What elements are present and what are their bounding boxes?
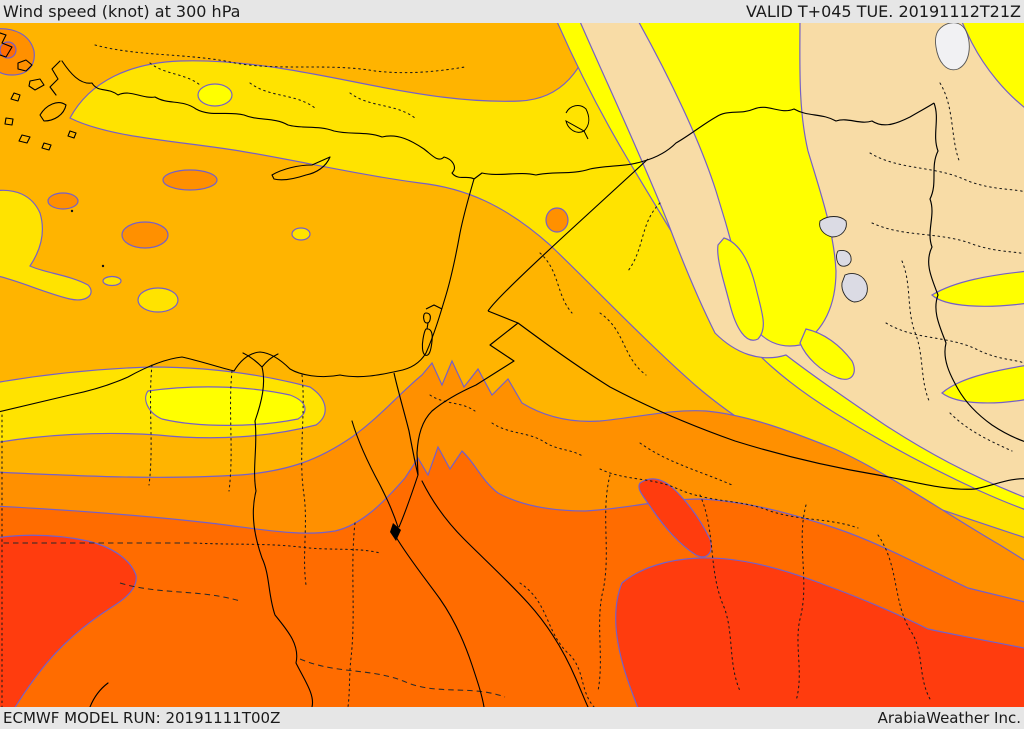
page-title: Wind speed (knot) at 300 hPa bbox=[3, 2, 241, 21]
band-yellow-core-egypt bbox=[145, 386, 306, 426]
band-dark-orange-corner-dot bbox=[0, 41, 17, 59]
admin-line bbox=[149, 62, 416, 119]
band-white-pocket bbox=[934, 23, 970, 71]
band-orange-blob-1 bbox=[47, 192, 79, 210]
band-orange-blob-syria bbox=[545, 207, 569, 233]
lake-middle bbox=[836, 250, 852, 267]
footer-bar: ECMWF MODEL RUN: 20191111T00Z ArabiaWeat… bbox=[0, 707, 1024, 729]
title-bar: Wind speed (knot) at 300 hPa VALID T+045… bbox=[0, 0, 1024, 23]
admin-line bbox=[94, 44, 466, 74]
lake-tuz-outline bbox=[565, 105, 590, 140]
admin-line bbox=[869, 82, 1024, 193]
wind-speed-map bbox=[0, 23, 1024, 707]
band-red-southwest bbox=[0, 534, 137, 707]
admin-line bbox=[429, 394, 585, 458]
admin-line bbox=[597, 474, 741, 692]
border-jordan-saudi bbox=[416, 310, 519, 476]
border-egypt-israel bbox=[393, 372, 419, 476]
border-iraq-saudi bbox=[517, 322, 1024, 490]
band-orange-blob-2 bbox=[121, 221, 169, 249]
lake-urmia bbox=[841, 273, 868, 303]
admin-line bbox=[519, 442, 733, 707]
dashed-boundary bbox=[119, 582, 506, 698]
border-syria-iraq bbox=[487, 158, 649, 312]
map-dot bbox=[70, 209, 74, 213]
valid-time-label: VALID T+045 TUE. 20191112T21Z bbox=[745, 2, 1021, 21]
band-yellow-pocket-turkey bbox=[197, 83, 233, 107]
border-iraq-iran bbox=[928, 102, 1024, 442]
coastline-red-sea-east bbox=[421, 480, 589, 707]
coastline-turkey-levant-egypt bbox=[0, 60, 475, 413]
band-gold-blob-south-crete bbox=[137, 287, 179, 313]
island-crete bbox=[39, 102, 67, 122]
admin-line bbox=[871, 222, 1024, 364]
admin-line bbox=[1, 414, 356, 707]
band-yellow-corner-wedge bbox=[961, 23, 1024, 108]
admin-line bbox=[148, 364, 307, 586]
admin-line bbox=[901, 260, 1013, 452]
model-run-label: ECMWF MODEL RUN: 20191111T00Z bbox=[3, 709, 281, 727]
coastlines bbox=[0, 32, 589, 707]
band-red-sliver bbox=[638, 478, 712, 558]
sea-of-galilee-dead-sea bbox=[421, 312, 433, 356]
island-cyprus bbox=[271, 156, 331, 181]
border-israel-north bbox=[425, 304, 443, 310]
band-red-southeast bbox=[615, 557, 1024, 707]
band-yellow-tongue-right-1 bbox=[931, 270, 1024, 307]
band-yellow-finger-b bbox=[799, 328, 855, 380]
admin-line bbox=[539, 202, 661, 376]
lake-van bbox=[819, 216, 847, 238]
band-yellow-tongue-right-2 bbox=[941, 365, 1024, 404]
coastline-aegean-fragments bbox=[0, 32, 61, 96]
admin-line bbox=[795, 504, 931, 702]
band-yellow-finger-a bbox=[717, 237, 764, 341]
band-gold-oval-levant bbox=[291, 227, 311, 241]
band-orange-corner-nw bbox=[0, 28, 35, 76]
coastline-gulf-of-aqaba bbox=[398, 474, 419, 528]
credit-label: ArabiaWeather Inc. bbox=[877, 709, 1021, 727]
coastline-nile-river bbox=[242, 352, 314, 707]
admin-line bbox=[194, 542, 381, 554]
gulf-tip-fill bbox=[390, 523, 401, 541]
country-borders bbox=[393, 102, 1024, 490]
map-area bbox=[0, 23, 1024, 707]
band-gold-oval-small bbox=[102, 275, 122, 287]
coastline-red-sea-west bbox=[395, 536, 485, 707]
island-group-aegean bbox=[4, 59, 77, 151]
coastline-gulf-of-suez bbox=[351, 420, 399, 528]
map-dot bbox=[101, 264, 105, 268]
lakes bbox=[565, 105, 868, 303]
band-gold-blob-aegean bbox=[0, 189, 92, 301]
wadi-line-bottom bbox=[89, 682, 109, 707]
band-orange-blob-3 bbox=[162, 169, 218, 191]
admin-boundaries bbox=[0, 44, 1024, 707]
border-turkey-syria-iraq bbox=[473, 102, 935, 180]
